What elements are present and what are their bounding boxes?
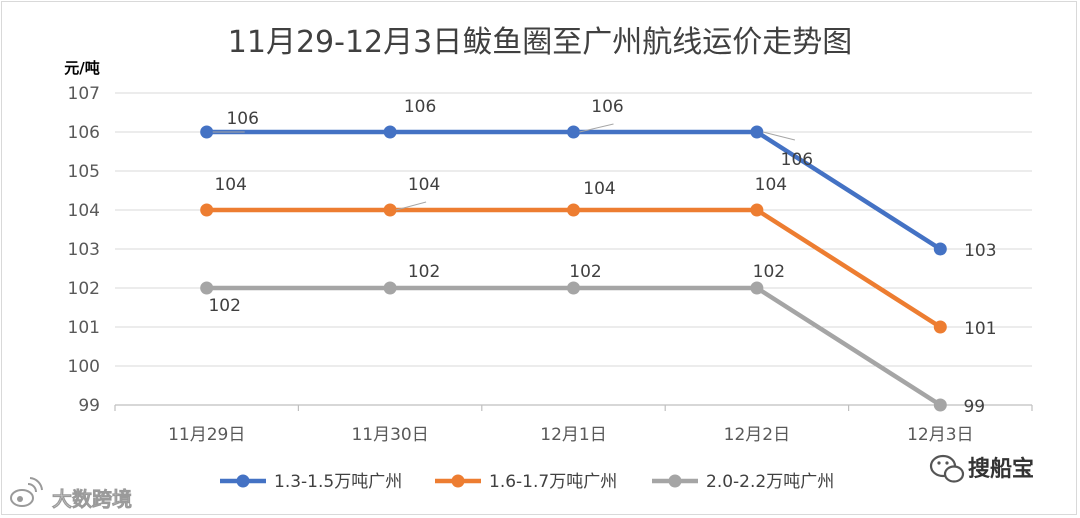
legend-item[interactable]: 1.6-1.7万吨广州 — [435, 472, 617, 492]
data-point[interactable] — [933, 242, 947, 256]
y-tick-label: 105 — [68, 162, 100, 182]
data-point[interactable] — [933, 398, 947, 412]
weibo-icon — [10, 477, 43, 507]
legend-marker — [236, 474, 250, 488]
y-tick-label: 106 — [68, 123, 100, 143]
legend-marker — [668, 474, 682, 488]
data-label-leader — [579, 123, 614, 133]
y-tick-label: 104 — [68, 201, 100, 221]
series-line — [206, 129, 942, 251]
y-tick-label: 101 — [68, 318, 100, 338]
data-point[interactable] — [200, 125, 214, 139]
data-point[interactable] — [750, 203, 764, 217]
data-label-leader — [395, 201, 427, 211]
data-point[interactable] — [567, 203, 580, 217]
data-label: 102 — [408, 262, 440, 282]
series-layer — [200, 125, 947, 412]
legend-label: 1.6-1.7万吨广州 — [489, 472, 617, 492]
wechat-account-name: 搜船宝 — [968, 456, 1034, 482]
x-tick-label: 12月2日 — [724, 425, 790, 445]
legend-label: 1.3-1.5万吨广州 — [274, 472, 402, 492]
data-labels: 106 106 106 106 103 104 104 104 104 101 102 102 102 1… — [208, 97, 996, 417]
y-tick-label: 107 — [68, 84, 100, 104]
weibo-account-name: 大数跨境 — [52, 487, 132, 511]
x-tick-label: 11月29日 — [168, 425, 245, 445]
legend[interactable]: 1.3-1.5万吨广州 1.6-1.7万吨广州 2.0-2.2万吨广州 — [220, 472, 834, 492]
legend-item[interactable]: 2.0-2.2万吨广州 — [652, 472, 834, 492]
data-point[interactable] — [200, 203, 214, 217]
data-point[interactable] — [567, 125, 580, 139]
series-line — [206, 285, 942, 407]
data-label: 104 — [408, 175, 440, 195]
y-tick-label: 103 — [68, 240, 100, 260]
x-tick-label: 11月30日 — [351, 425, 428, 445]
data-point[interactable] — [383, 281, 397, 295]
y-axis-unit-label: 元/吨 — [64, 59, 99, 77]
legend-label: 2.0-2.2万吨广州 — [706, 472, 834, 492]
data-label: 106 — [781, 150, 813, 170]
legend-marker — [451, 474, 465, 488]
data-label: 102 — [569, 262, 601, 282]
data-point[interactable] — [200, 281, 214, 295]
data-label-leader — [762, 131, 796, 141]
data-label: 103 — [964, 241, 996, 261]
data-label: 101 — [964, 319, 996, 339]
axes: 99 100 101 102 103 104 105 106 107 11月29日 11月30日 12… — [68, 84, 1033, 445]
data-label: 104 — [583, 179, 615, 199]
wechat-watermark: 搜船宝 — [929, 454, 1034, 483]
weibo-watermark: 大数跨境 — [10, 477, 132, 511]
legend-item[interactable]: 1.3-1.5万吨广州 — [220, 472, 402, 492]
y-tick-label: 102 — [68, 279, 100, 299]
data-label: 104 — [755, 175, 787, 195]
x-tick-label: 12月3日 — [907, 425, 973, 445]
data-point[interactable] — [750, 125, 764, 139]
data-label: 106 — [591, 97, 623, 117]
y-tick-label: 99 — [78, 396, 100, 416]
data-point[interactable] — [750, 281, 764, 295]
data-point[interactable] — [383, 203, 397, 217]
wechat-icon — [929, 454, 965, 483]
data-label: 102 — [753, 262, 785, 282]
data-label: 106 — [404, 97, 436, 117]
chart-title: 11月29-12月3日鲅鱼圈至广州航线运价走势图 — [228, 25, 852, 60]
data-label: 102 — [208, 296, 240, 316]
data-point[interactable] — [567, 281, 580, 295]
data-point[interactable] — [933, 320, 947, 334]
data-label: 99 — [963, 397, 985, 417]
y-tick-label: 100 — [68, 357, 100, 377]
data-label: 106 — [226, 109, 258, 129]
data-label: 104 — [214, 175, 246, 195]
x-tick-label: 12月1日 — [540, 425, 606, 445]
data-point[interactable] — [383, 125, 397, 139]
